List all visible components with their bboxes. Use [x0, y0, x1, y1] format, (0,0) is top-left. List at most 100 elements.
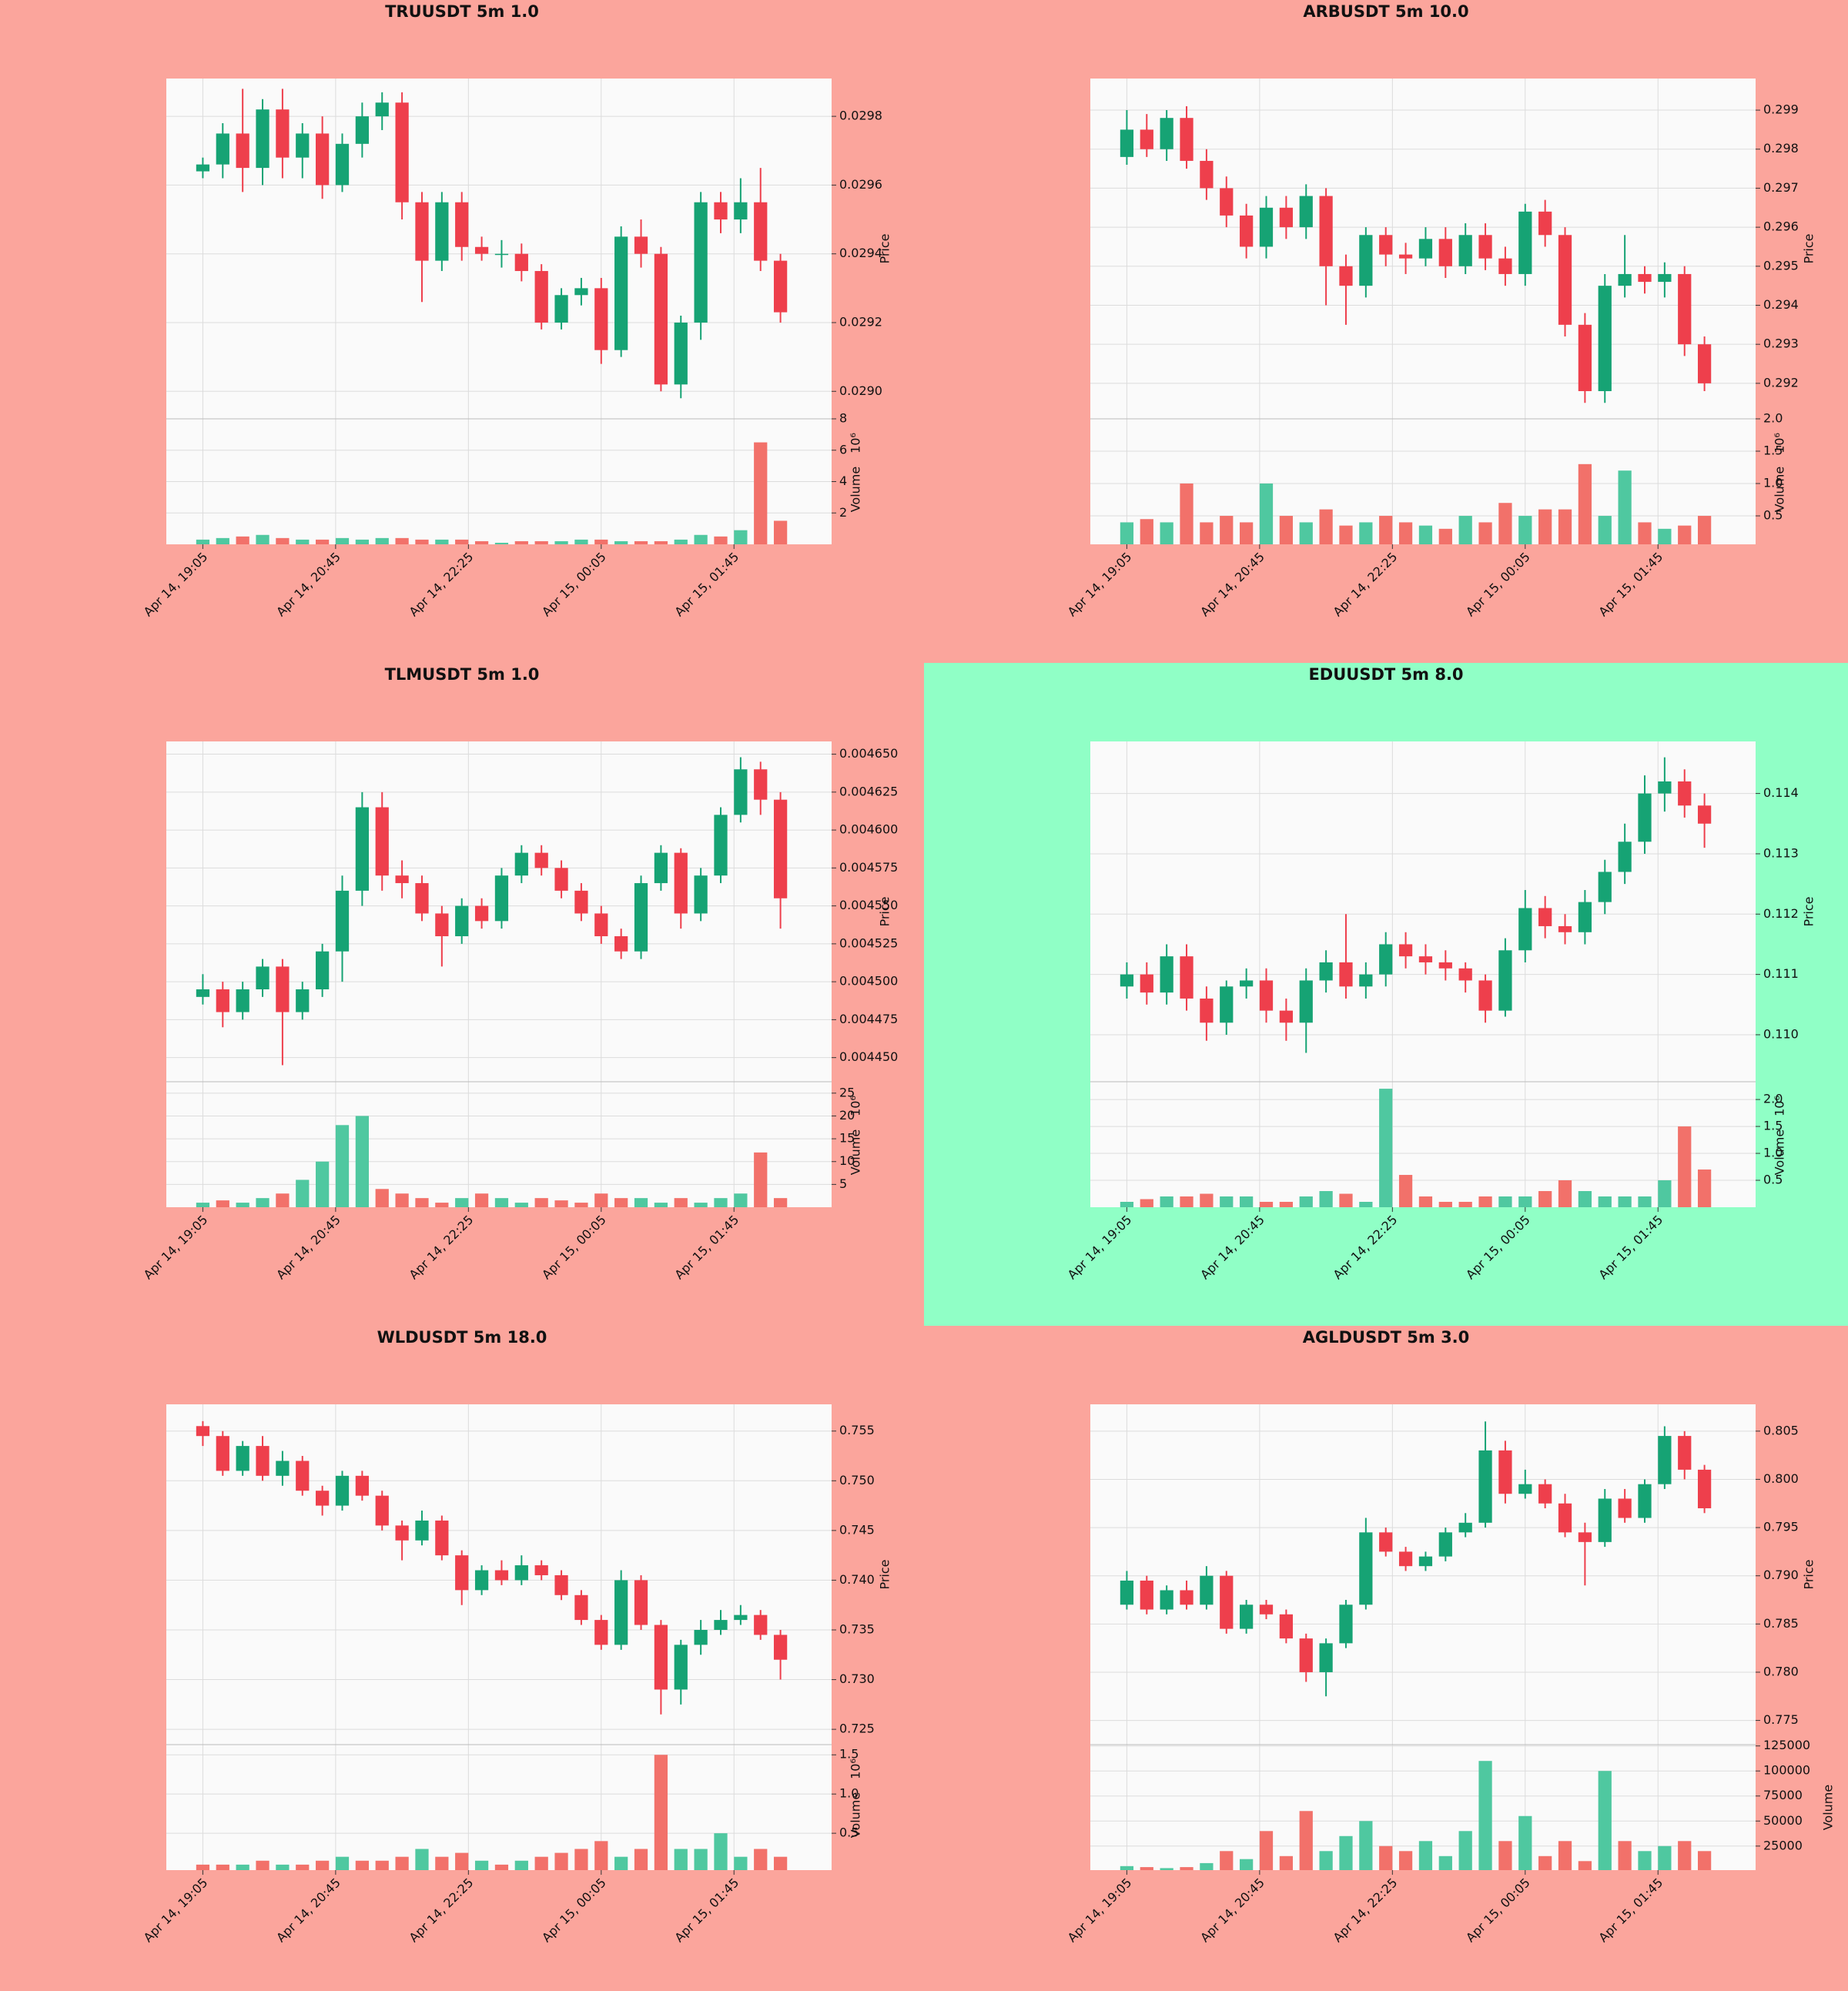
volume-bar [256, 534, 270, 544]
y-tick-label: 0.730 [839, 1671, 875, 1686]
y-tick-label: 0.111 [1763, 966, 1799, 981]
volume-bar [1578, 463, 1592, 544]
price-axis-label: Price [878, 896, 892, 926]
volume-bar [554, 1200, 568, 1207]
chart-panel: Apr 14, 19:05 Apr 14, 20:45 Apr 14, 22:25 A… [0, 0, 924, 663]
candle-body [674, 1645, 688, 1690]
candle-body [1518, 211, 1532, 274]
candle-body [335, 1475, 350, 1506]
y-tick-label: 0.110 [1763, 1026, 1799, 1041]
volume-bar [1339, 525, 1353, 544]
candle-body [1279, 207, 1293, 228]
candle-body [1398, 944, 1413, 957]
chart-panel: Apr 14, 19:05 Apr 14, 20:45 Apr 14, 22:25 A… [0, 663, 924, 1326]
volume-bar [773, 520, 788, 544]
volume-bar [455, 1198, 469, 1207]
volume-tick-label: 1.5 [1763, 1119, 1783, 1133]
volume-bar [1200, 1862, 1214, 1870]
candle-body [196, 164, 210, 172]
candle-body [296, 989, 310, 1012]
candle-body [534, 1565, 548, 1575]
candle-body [654, 1625, 668, 1690]
candle-body [494, 253, 509, 256]
volume-bar [1618, 470, 1632, 544]
y-tick-label: 0.294 [1763, 297, 1799, 312]
volume-bar [296, 539, 310, 544]
candle-body [514, 253, 528, 272]
volume-bar [1359, 522, 1373, 544]
volume-bar [1359, 1202, 1373, 1207]
volume-offset: 10⁶ [849, 1096, 863, 1116]
volume-bar [1379, 1845, 1393, 1870]
volume-bar [196, 539, 210, 544]
chart-panel: Apr 14, 19:05 Apr 14, 20:45 Apr 14, 22:25 A… [924, 1326, 1848, 1989]
volume-bar [534, 540, 548, 544]
y-tick-label: 0.004600 [839, 822, 898, 837]
candle-body [1359, 974, 1373, 987]
volume-bar [1638, 522, 1652, 544]
plot-background [1090, 79, 1756, 544]
volume-bar [654, 1203, 668, 1207]
candle-body [1438, 962, 1452, 969]
volume-bar [1120, 522, 1134, 544]
volume-bar [1558, 509, 1572, 544]
volume-tick-label: 25000 [1763, 1838, 1803, 1852]
volume-bar [1697, 1170, 1712, 1207]
candle-body [1398, 1551, 1413, 1567]
volume-bar [216, 1200, 229, 1207]
volume-bar [1678, 1841, 1692, 1870]
candle-body [296, 1461, 310, 1491]
candle-body [1339, 266, 1353, 286]
volume-bar [1578, 1861, 1592, 1870]
volume-tick-label: 0.5 [1763, 508, 1783, 523]
volume-bar [694, 1203, 708, 1207]
volume-tick-label: 2.0 [1763, 1092, 1783, 1106]
volume-bar [574, 539, 588, 544]
candle-body [1558, 1503, 1572, 1533]
candle-body [1220, 188, 1234, 216]
price-axis-label: Price [1802, 233, 1816, 263]
volume-tick-label: 1.0 [1763, 1146, 1783, 1160]
volume-tick-label: 4 [839, 473, 847, 488]
candle-body [1398, 254, 1413, 259]
y-tick-label: 0.785 [1763, 1616, 1799, 1631]
candle-body [1240, 980, 1254, 987]
volume-tick-label: 6 [839, 442, 847, 457]
candle-body [674, 322, 688, 385]
candle-body [216, 133, 229, 165]
candle-body [494, 875, 509, 922]
volume-bar [276, 1193, 290, 1207]
volume-bar [355, 1116, 369, 1207]
volume-bar [714, 536, 728, 544]
candle-body [1558, 925, 1572, 932]
y-tick-label: 0.292 [1763, 375, 1799, 390]
volume-bar [1259, 1202, 1274, 1207]
y-tick-label: 0.775 [1763, 1712, 1799, 1727]
volume-bar [554, 540, 568, 544]
candle-body [1140, 974, 1153, 993]
volume-bar [614, 1198, 628, 1207]
volume-bar [1618, 1196, 1632, 1207]
candle-body [1498, 1450, 1512, 1494]
volume-bar [734, 1193, 748, 1207]
candle-body [355, 807, 369, 891]
volume-bar [1240, 1859, 1254, 1870]
volume-bar [1220, 516, 1234, 544]
candle-body [216, 989, 229, 1012]
volume-bar [435, 1856, 449, 1870]
candle-body [773, 260, 788, 313]
candle-body [1120, 974, 1134, 987]
y-tick-label: 0.004650 [839, 746, 898, 761]
candle-body [554, 1574, 568, 1595]
candle-body [634, 236, 648, 254]
volume-bar [1697, 1851, 1712, 1870]
candle-body [1658, 1436, 1672, 1484]
candle-body [773, 1635, 788, 1660]
candle-body [1697, 344, 1712, 383]
volume-offset: 10⁶ [849, 433, 863, 453]
candle-body [1478, 1450, 1492, 1523]
y-tick-label: 0.113 [1763, 845, 1799, 860]
volume-tick-label: 0.5 [1763, 1173, 1783, 1187]
volume-bar [1160, 1868, 1173, 1870]
candle-body [1418, 1556, 1433, 1567]
